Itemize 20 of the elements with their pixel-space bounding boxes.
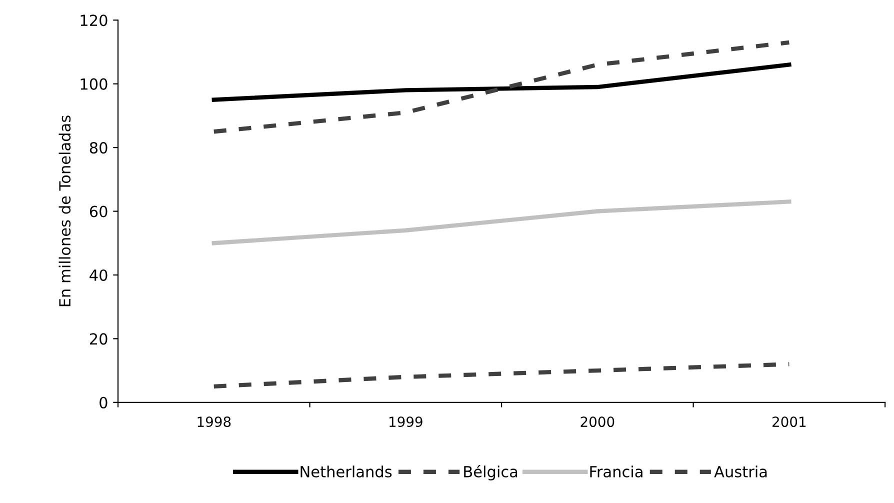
legend-label: Francia <box>590 466 642 478</box>
y-axis-title: En millones de Toneladas <box>58 116 71 306</box>
y-tick-label: 40 <box>90 269 108 281</box>
legend-label: Bélgica <box>464 465 518 480</box>
y-tick-label: 100 <box>80 78 108 90</box>
y-tick-label: 60 <box>90 206 108 218</box>
x-tick-label: 2001 <box>772 416 806 428</box>
x-tick-label: 1998 <box>198 416 231 428</box>
y-tick-label: 0 <box>100 396 108 408</box>
x-tick-label: 1999 <box>390 416 422 428</box>
line-series <box>212 40 792 134</box>
y-tick-label: 120 <box>80 14 108 26</box>
line-series <box>212 62 792 102</box>
y-tick-label: 20 <box>90 333 108 345</box>
x-tick-label: 2000 <box>580 416 614 428</box>
line-series <box>212 362 792 389</box>
legend-label: Netherlands <box>300 466 392 478</box>
y-tick-label: 80 <box>90 142 108 154</box>
legend-label: Austria <box>714 466 767 478</box>
line-series <box>212 200 792 246</box>
